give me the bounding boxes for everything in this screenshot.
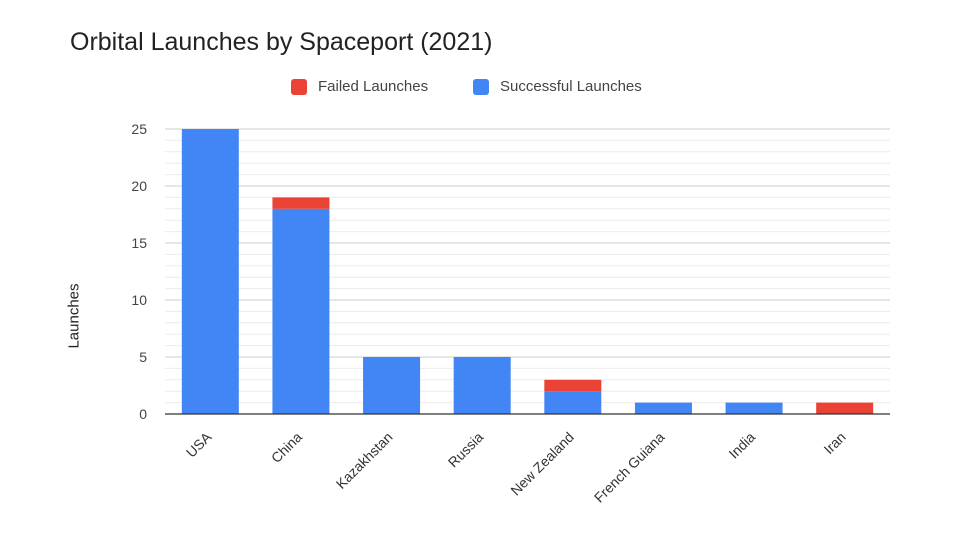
bar-failed-china xyxy=(272,197,330,209)
bar-successful-russia xyxy=(453,357,511,414)
y-tick-label: 25 xyxy=(131,121,147,137)
legend: Failed Launches Successful Launches xyxy=(0,78,960,102)
x-tick-label: French Guiana xyxy=(591,429,668,506)
bar-successful-kazakhstan xyxy=(363,357,421,414)
y-tick-label: 15 xyxy=(131,235,147,251)
bar-failed-new-zealand xyxy=(544,379,602,392)
bar-successful-india xyxy=(725,402,783,414)
x-tick-label: Kazakhstan xyxy=(333,429,396,492)
bar-successful-usa xyxy=(181,129,239,414)
bar-successful-new-zealand xyxy=(544,391,602,414)
legend-swatch-successful xyxy=(473,78,489,95)
y-tick-label: 20 xyxy=(131,178,147,194)
y-tick-label: 5 xyxy=(139,349,147,365)
legend-label-successful: Successful Launches xyxy=(500,78,642,95)
y-tick-label: 10 xyxy=(131,292,147,308)
x-tick-label: USA xyxy=(183,428,215,460)
legend-label-failed: Failed Launches xyxy=(318,78,429,95)
x-tick-label: India xyxy=(725,429,758,462)
x-tick-label: China xyxy=(268,429,305,466)
legend-swatch-failed xyxy=(291,78,307,95)
legend-item-successful[interactable]: Successful Launches xyxy=(473,78,642,95)
legend-item-failed[interactable]: Failed Launches xyxy=(291,78,428,95)
y-tick-label: 0 xyxy=(139,406,147,422)
x-tick-label: New Zealand xyxy=(507,429,577,499)
x-tick-label: Russia xyxy=(445,429,487,471)
chart-title: Orbital Launches by Spaceport (2021) xyxy=(70,28,493,56)
x-tick-label: Iran xyxy=(820,429,848,457)
bar-successful-china xyxy=(272,208,330,414)
bar-successful-french-guiana xyxy=(634,402,692,414)
bar-failed-iran xyxy=(816,402,874,414)
